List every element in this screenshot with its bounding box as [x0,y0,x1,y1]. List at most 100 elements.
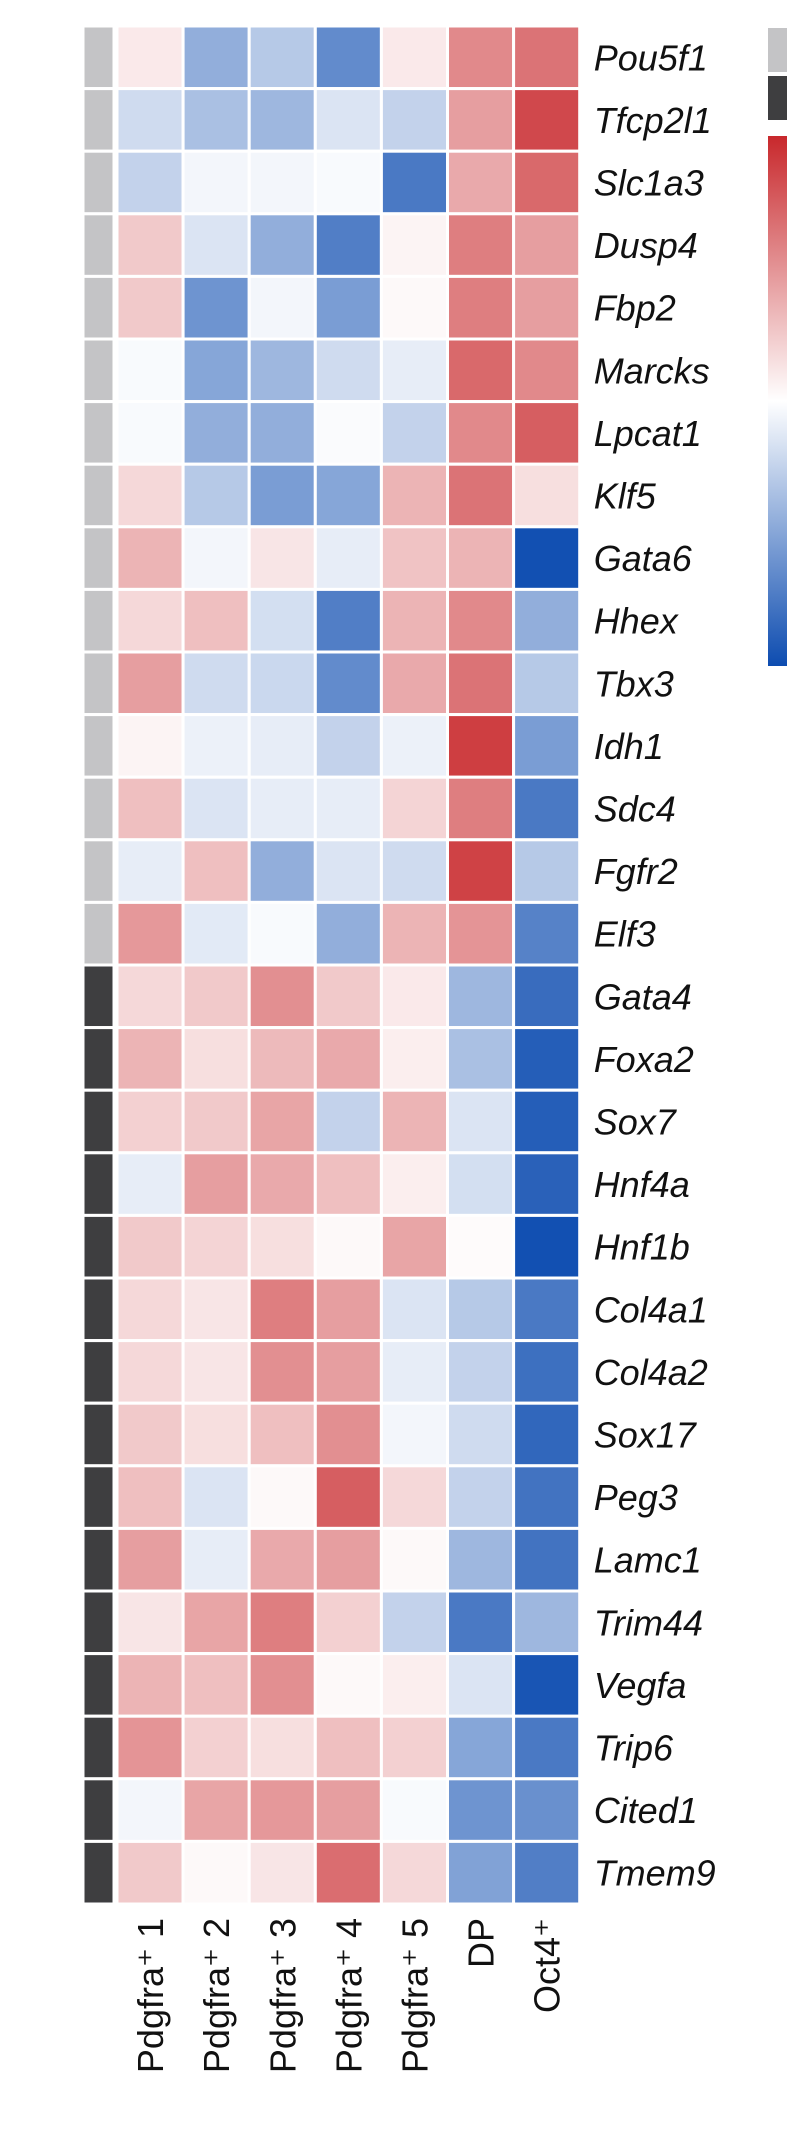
heatmap-cell [313,900,383,967]
row-label: Trip6 [594,1728,674,1769]
heatmap-cell [247,1714,317,1781]
heatmap-cell [247,400,317,466]
heatmap-cell [247,1777,317,1843]
heatmap-cell [313,1213,383,1280]
group-bar-cell [81,775,116,842]
heatmap-cell [512,1714,582,1781]
heatmap-cell [247,1401,317,1468]
heatmap-cell [247,713,317,779]
group-bar-cell [81,337,116,404]
heatmap-cell [512,1276,582,1343]
group-bar-cell [81,1151,116,1217]
heatmap-cell [115,274,185,341]
heatmap-cell [379,212,449,278]
heatmap-cell [115,1151,185,1217]
row-label: Idh1 [594,726,664,767]
group-bar-cell [81,1589,116,1656]
heatmap-cell [313,1652,383,1718]
heatmap-cell [313,1526,383,1593]
heatmap-cell [446,587,516,654]
heatmap-cell [512,1839,582,1906]
heatmap-cell [181,1088,251,1155]
row-label: Peg3 [594,1477,678,1518]
heatmap-cell [379,1589,449,1656]
group-bar-cell [81,1464,116,1530]
heatmap-cell [512,212,582,278]
heatmap-cell [247,149,317,216]
heatmap-cell [446,1339,516,1405]
heatmap-cell [379,149,449,216]
heatmap-cell [115,963,185,1030]
heatmap-cell [512,650,582,717]
heatmap-cell [379,1714,449,1781]
row-label: Tfcp2l1 [594,100,712,141]
heatmap-cell [115,900,185,967]
heatmap-cell [446,1839,516,1906]
heatmap-cell [512,525,582,591]
heatmap-cell [379,1777,449,1843]
row-label: Cited1 [594,1790,698,1831]
heatmap-cell [181,1276,251,1343]
heatmap-cell [181,1464,251,1530]
heatmap-cell [181,212,251,278]
heatmap-cell [115,713,185,779]
heatmap-cell [446,212,516,278]
heatmap-cell [247,1652,317,1718]
group-bar-cell [81,1088,116,1155]
group-bar-cell [81,1401,116,1468]
heatmap-cell [446,337,516,404]
heatmap-cell [313,1401,383,1468]
group-bar-cell [81,149,116,216]
legend [768,28,787,666]
heatmap-cell [379,900,449,967]
heatmap-cell [115,1088,185,1155]
heatmap-cell [512,1652,582,1718]
heatmap-cell [115,1526,185,1593]
heatmap-cell [446,1151,516,1217]
heatmap-cell [512,1464,582,1530]
heatmap-cell [512,149,582,216]
column-label: Pdgfra⁺ 5 [394,1918,435,2073]
heatmap-cell [115,24,185,91]
heatmap-cell [446,1401,516,1468]
heatmap-cell [181,1526,251,1593]
heatmap-cell [512,1026,582,1092]
heatmap-cell [512,24,582,91]
heatmap-cell [247,1839,317,1906]
group-bar-cell [81,1839,116,1906]
row-label: Tmem9 [594,1853,716,1894]
heatmap-cell [247,525,317,591]
heatmap-cell [313,1777,383,1843]
heatmap-cell [115,1464,185,1530]
heatmap-cell [115,1339,185,1405]
heatmap-cell [379,1401,449,1468]
heatmap-cell [313,24,383,91]
heatmap-cell [181,1777,251,1843]
heatmap-cell [115,1026,185,1092]
heatmap-cell [247,212,317,278]
heatmap-cell [247,1589,317,1656]
heatmap-cell [446,650,516,717]
heatmap-cell [181,1652,251,1718]
column-label: Oct4⁺ [527,1918,568,2013]
heatmap-cell [181,1213,251,1280]
heatmap-cell [115,1589,185,1656]
row-label: Tbx3 [594,663,674,704]
heatmap-cells [115,24,582,1906]
heatmap-cell [446,1088,516,1155]
row-label: Dusp4 [594,225,698,266]
heatmap-cell [181,87,251,153]
legend-colorbar [768,136,787,666]
heatmap-cell [247,1213,317,1280]
column-labels: Pdgfra⁺ 1 Pdgfra⁺ 2 Pdgfra⁺ 3 Pdgfra⁺ 4 Pdgf… [130,1918,568,2073]
group-bar-cell [81,587,116,654]
heatmap-cell [247,274,317,341]
heatmap-cell [181,400,251,466]
row-label: Hnf4a [594,1164,690,1205]
heatmap-cell [115,1714,185,1781]
heatmap-cell [379,1276,449,1343]
heatmap-cell [247,650,317,717]
heatmap-cell [446,775,516,842]
heatmap-cell [446,87,516,153]
heatmap-cell [181,274,251,341]
